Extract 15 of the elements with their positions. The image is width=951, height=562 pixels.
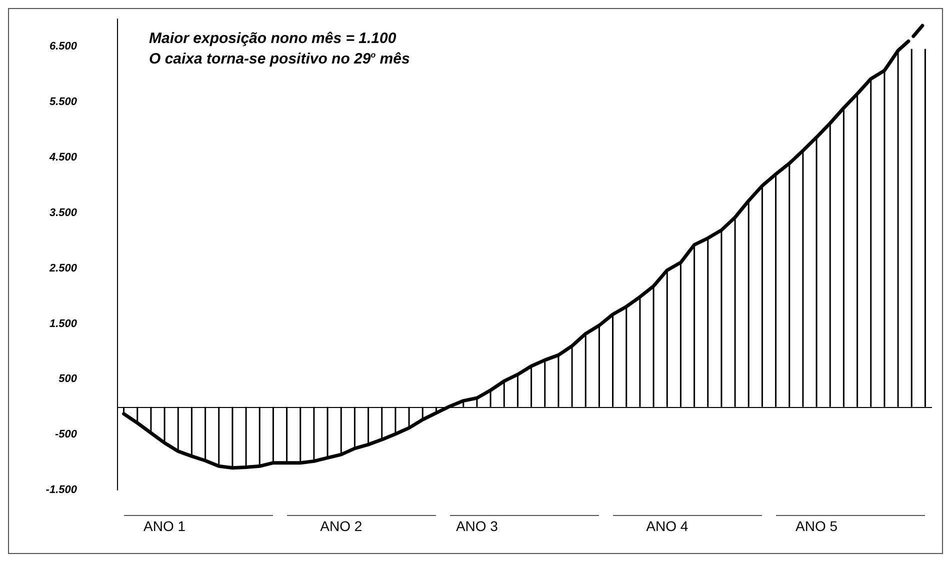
y-tick-label: 5.500 [49, 96, 78, 108]
y-tick-label: -1.500 [46, 484, 78, 496]
x-tick-label: ANO 2 [320, 518, 362, 534]
y-tick-label: 3.500 [49, 206, 78, 219]
y-tick-label: 6.500 [49, 40, 78, 53]
y-tick-label: 2.500 [48, 262, 78, 274]
y-tick-label: 1.500 [49, 318, 78, 330]
x-tick-label: ANO 5 [796, 518, 838, 534]
x-tick-label: ANO 1 [144, 518, 186, 534]
x-tick-label: ANO 3 [456, 518, 498, 534]
y-tick-label: -500 [54, 428, 78, 441]
annotation: Maior exposição nono mês = 1.100 [149, 30, 397, 47]
y-tick-label: 4.500 [48, 152, 78, 164]
y-tick-label: 500 [58, 373, 78, 386]
x-tick-label: ANO 4 [646, 518, 688, 534]
